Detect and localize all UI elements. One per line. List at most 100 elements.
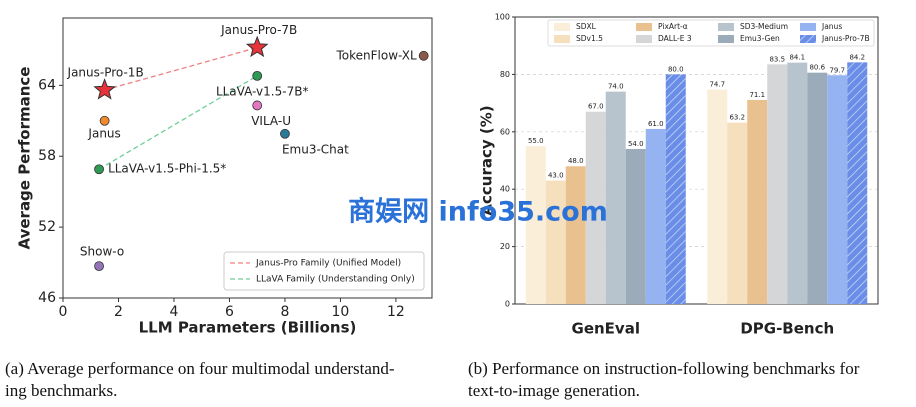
value-label: 84.2 [849,53,865,61]
y-tick-label: 58 [38,148,56,164]
bar [585,111,606,305]
caption: text-to-image generation. [468,381,640,400]
star-marker [93,78,116,100]
x-tick-label: 2 [114,304,123,320]
point-marker [280,128,290,139]
bar [545,180,566,304]
legend-swatch-hatch [800,35,816,43]
legend-swatch [718,35,734,43]
point-label: Show-o [80,245,124,259]
bar [767,64,788,304]
bar [605,91,626,305]
point-label: Emu3-Chat [282,142,349,156]
family-line [98,75,258,170]
value-label: 71.1 [749,91,765,99]
x-tick-label: 4 [170,304,179,320]
value-label: 84.1 [789,54,805,62]
value-label: 74.7 [709,81,725,89]
value-label: 83.5 [769,55,785,63]
y-tick-label: 46 [38,290,56,306]
bar [727,122,748,304]
bar-hatch [847,62,868,304]
legend-label: Janus [821,22,842,31]
x-tick-label: 10 [332,304,350,320]
legend-label: DALL-E 3 [658,34,692,43]
y-tick-label: 64 [38,77,56,93]
bar [827,75,848,304]
value-label: 80.6 [809,64,825,72]
bar-hatch [665,74,686,305]
x-tick-label: 6 [225,304,234,320]
point-label: Janus-Pro-1B [67,66,144,80]
value-label: 79.7 [829,66,845,74]
legend-label: Emu3-Gen [740,34,780,43]
plot-frame [514,16,879,305]
point-label: VILA-U [251,114,291,128]
legend-swatch [636,23,652,31]
x-tick-label: 8 [280,304,289,320]
bar [807,72,828,304]
x-axis-label: LLM Parameters (Billions) [139,319,357,337]
legend-label: SDXL [576,22,597,31]
point-label: LLaVA-v1.5-7B* [216,84,309,98]
legend-label: Janus-Pro-7B [821,34,870,43]
value-label: 48.0 [568,157,584,165]
bar [525,146,546,304]
caption: (a) Average performance on four multimod… [5,359,395,378]
legend-swatch [554,35,570,43]
family-line [104,46,258,91]
point-label: LLaVA-v1.5-Phi-1.5* [108,162,226,176]
caption: (b) Performance on instruction-following… [468,359,860,378]
x-tick-label: 0 [59,304,68,320]
value-label: 55.0 [528,137,544,145]
value-label: 43.0 [548,172,564,180]
legend-label: SDv1.5 [576,34,603,43]
value-label: 61.0 [648,120,664,128]
point-marker [418,50,429,61]
bar [625,149,646,304]
legend-swatch [800,23,816,31]
y-tick-label: 40 [500,185,510,194]
bar [707,89,728,305]
value-label: 80.0 [668,65,684,73]
point-marker [94,261,104,272]
legend-label: SD3-Medium [740,22,788,31]
legend-label: LLaVA Family (Understanding Only) [256,275,415,285]
y-tick-label: 52 [38,219,56,235]
y-axis-label: Accuracy (%) [478,105,496,215]
point-marker [252,100,263,111]
bar [787,62,808,305]
point-label: Janus [87,126,120,140]
plot-frame [62,17,433,299]
x-tick-label: GenEval [572,320,640,338]
legend-swatch [718,23,734,31]
watermark: 商娱网 info35.com [348,197,608,228]
bar [747,99,768,305]
bar [565,166,586,304]
y-tick-label: 60 [500,127,510,136]
legend-label: Janus-Pro Family (Unified Model) [255,259,401,269]
legend-box [547,19,875,47]
legend-box [223,251,425,291]
value-label: 63.2 [729,114,745,122]
x-tick-label: 12 [387,304,405,320]
point-marker [252,70,263,81]
y-tick-label: 0 [505,300,510,309]
bar [645,128,666,304]
x-tick-label: DPG-Bench [740,320,834,338]
value-label: 74.0 [608,83,624,91]
y-tick-label: 100 [495,13,510,22]
point-label: Janus-Pro-7B [220,23,297,37]
point-label: TokenFlow-XL [335,48,416,62]
legend-label: PixArt-α [658,22,688,31]
y-tick-label: 20 [500,242,510,251]
y-tick-label: 80 [500,70,510,79]
value-label: 54.0 [628,140,644,148]
legend-swatch [636,35,652,43]
star-marker [245,35,269,58]
y-axis-label: Average Performance [16,67,34,250]
point-marker [94,164,104,175]
value-label: 67.0 [588,103,604,111]
point-marker [99,115,110,126]
